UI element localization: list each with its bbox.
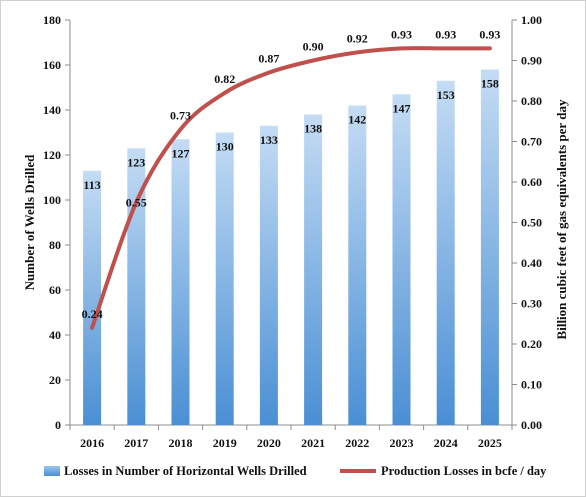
legend-label-bars: Losses in Number of Horizontal Wells Dri…	[64, 464, 307, 478]
left-tick-label: 100	[43, 193, 61, 207]
x-tick-label: 2017	[124, 436, 148, 450]
x-tick-label: 2021	[301, 436, 325, 450]
bar	[392, 94, 411, 425]
x-tick-label: 2024	[434, 436, 458, 450]
bar	[215, 132, 234, 425]
bar	[436, 80, 455, 425]
x-tick-label: 2022	[345, 436, 369, 450]
bar-value-label: 138	[304, 122, 322, 136]
legend-label-line: Production Losses in bcfe / day	[381, 464, 547, 478]
bar	[480, 69, 499, 425]
bar-value-label: 123	[127, 155, 145, 169]
right-tick-label: 1.00	[521, 13, 542, 27]
line-value-label: 0.93	[435, 27, 456, 41]
bar-value-label: 113	[83, 178, 100, 192]
line-value-label: 0.24	[82, 307, 103, 321]
left-tick-label: 180	[43, 13, 61, 27]
legend-swatch-bars	[44, 466, 60, 476]
data-labels: 113 123 127 130 133 138 142 147 153 158 0.24 0.55 0.…	[82, 27, 501, 320]
bar-value-label: 133	[260, 133, 278, 147]
bar-value-label: 142	[348, 113, 366, 127]
line-value-label: 0.73	[170, 108, 191, 122]
x-tick-label: 2018	[169, 436, 193, 450]
right-tick-label: 0.50	[521, 216, 542, 230]
axes: 0 20 40 60 80 100 120 140 160 180 0.00 0.10 0.20 0.30…	[22, 13, 569, 450]
x-tick-label: 2019	[213, 436, 237, 450]
bar	[348, 105, 367, 425]
left-tick-label: 140	[43, 103, 61, 117]
left-tick-label: 0	[55, 418, 61, 432]
right-tick-label: 0.30	[521, 297, 542, 311]
line-value-label: 0.82	[214, 72, 235, 86]
left-tick-label: 80	[49, 238, 61, 252]
line-value-label: 0.93	[391, 27, 412, 41]
left-tick-label: 20	[49, 373, 61, 387]
x-tick-label: 2025	[478, 436, 502, 450]
bar	[259, 125, 278, 425]
bar-value-label: 127	[172, 146, 190, 160]
y-axis-right-title: Billion cubic feet of gas equivalents pe…	[554, 99, 569, 339]
line-value-label: 0.90	[303, 40, 324, 54]
legend: Losses in Number of Horizontal Wells Dri…	[44, 464, 547, 478]
production-line	[90, 46, 492, 330]
right-tick-label: 0.90	[521, 54, 542, 68]
x-tick-label: 2016	[80, 436, 104, 450]
x-tick-label: 2020	[257, 436, 281, 450]
line-value-label: 0.87	[258, 52, 279, 66]
y-axis-title: Number of Wells Drilled	[22, 154, 37, 290]
bar	[83, 170, 102, 425]
bar	[171, 139, 190, 425]
bars	[83, 69, 499, 425]
production-line-path	[90, 46, 492, 330]
left-tick-label: 60	[49, 283, 61, 297]
bar-value-label: 130	[216, 140, 234, 154]
right-tick-label: 0.60	[521, 175, 542, 189]
right-tick-label: 0.40	[521, 256, 542, 270]
bar-value-label: 158	[481, 77, 499, 91]
left-tick-label: 160	[43, 58, 61, 72]
right-tick-label: 0.80	[521, 94, 542, 108]
left-tick-label: 120	[43, 148, 61, 162]
left-tick-label: 40	[49, 328, 61, 342]
bar-value-label: 147	[393, 101, 411, 115]
bar	[304, 114, 323, 425]
right-tick-label: 0.10	[521, 378, 542, 392]
right-tick-label: 0.20	[521, 337, 542, 351]
line-value-label: 0.92	[347, 31, 368, 45]
right-tick-label: 0.70	[521, 135, 542, 149]
line-value-label: 0.93	[479, 27, 500, 41]
x-tick-label: 2023	[390, 436, 414, 450]
line-value-label: 0.55	[126, 195, 147, 209]
right-tick-label: 0.00	[521, 418, 542, 432]
bar-value-label: 153	[437, 88, 455, 102]
